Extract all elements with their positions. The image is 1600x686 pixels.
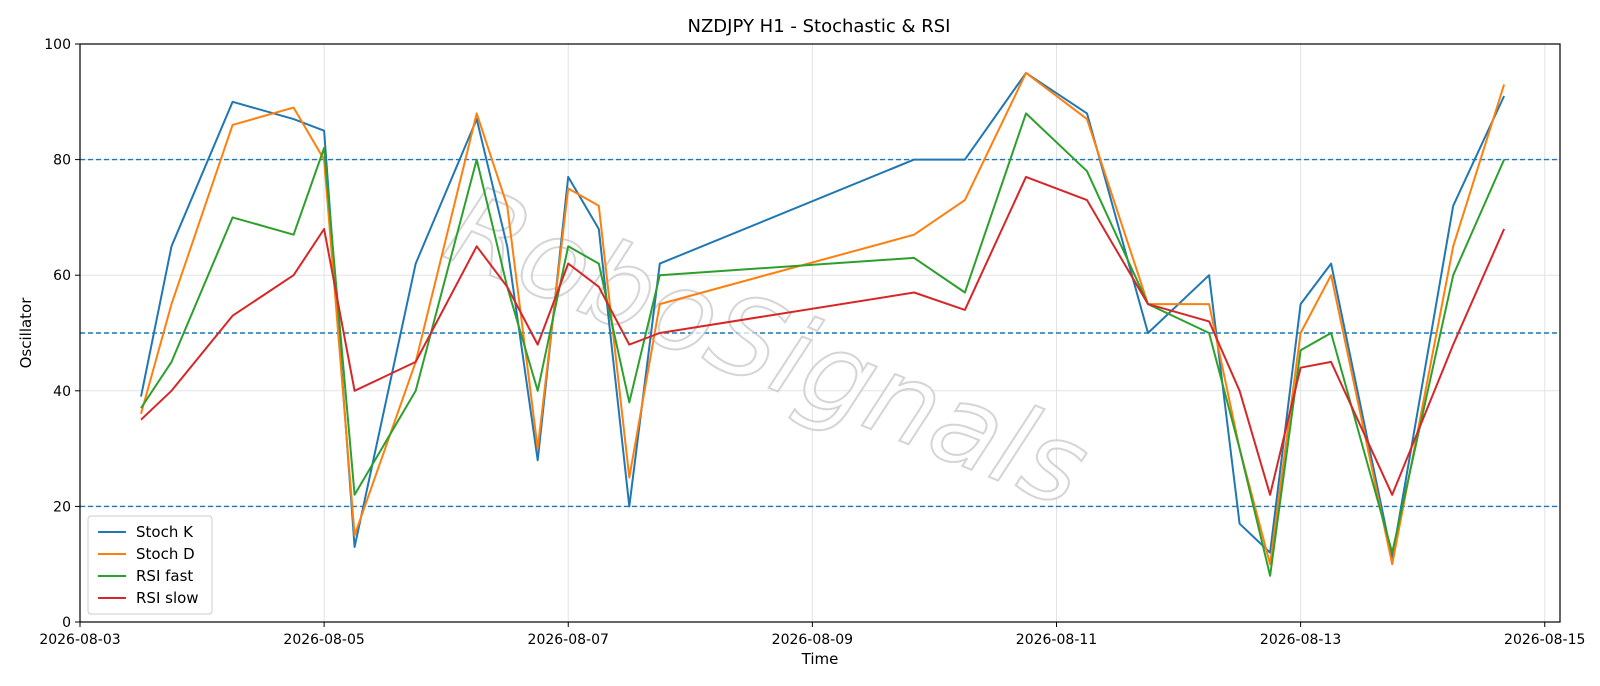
chart-title: NZDJPY H1 - Stochastic & RSI bbox=[688, 16, 951, 37]
legend: Stoch K Stoch D RSI fast RSI slow bbox=[87, 515, 213, 615]
y-tick-label: 60 bbox=[53, 268, 71, 284]
legend-label-stoch-d: Stoch D bbox=[136, 545, 195, 563]
legend-label-rsi-fast: RSI fast bbox=[136, 567, 193, 585]
plot-frame bbox=[79, 43, 1561, 623]
x-axis-label: Time bbox=[801, 650, 839, 668]
legend-label-rsi-slow: RSI slow bbox=[136, 589, 199, 607]
x-tick-label: 2026-08-03 bbox=[39, 632, 120, 648]
series-line-rsi-fast bbox=[140, 112, 1506, 577]
y-tick-label: 20 bbox=[53, 499, 71, 515]
x-tick-label: 2026-08-05 bbox=[283, 632, 364, 648]
legend-box bbox=[87, 515, 213, 615]
x-tick-label: 2026-08-11 bbox=[1016, 632, 1097, 648]
legend-label-stoch-k: Stoch K bbox=[136, 523, 194, 541]
x-tick-label: 2026-08-13 bbox=[1260, 632, 1341, 648]
y-tick-label: 80 bbox=[53, 153, 71, 169]
x-tick-label: 2026-08-09 bbox=[772, 632, 853, 648]
reference-lines bbox=[80, 158, 1560, 508]
x-tick-label: 2026-08-07 bbox=[528, 632, 609, 648]
y-tick-label: 100 bbox=[44, 37, 71, 53]
y-tick-label: 40 bbox=[53, 384, 71, 400]
x-tick-label: 2026-08-15 bbox=[1504, 632, 1585, 648]
x-axis: 2026-08-03 2026-08-05 2026-08-07 2026-08-09… bbox=[39, 622, 1585, 648]
y-axis: 0 20 40 60 80 100 bbox=[44, 37, 80, 631]
y-tick-label: 0 bbox=[62, 615, 71, 631]
series-lines bbox=[140, 71, 1506, 577]
series-line-rsi-slow bbox=[140, 175, 1506, 496]
y-axis-label: Oscillator bbox=[17, 297, 35, 369]
